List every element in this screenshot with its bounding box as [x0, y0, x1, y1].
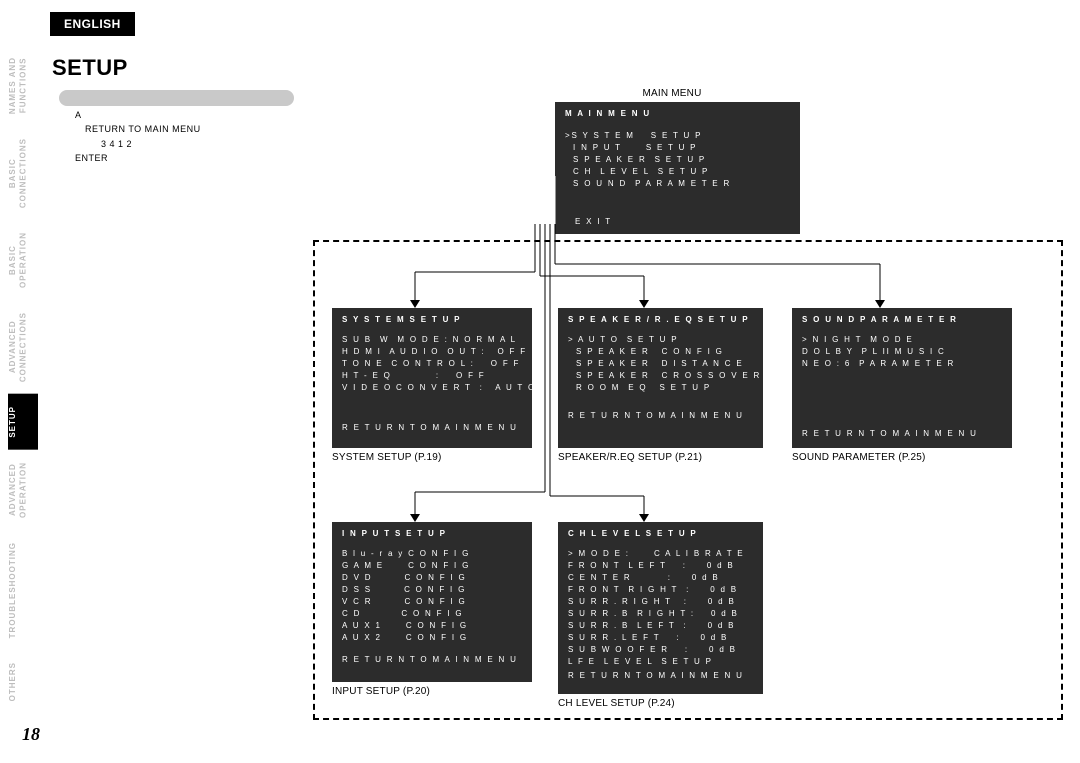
- panel-line: N E O : 6 P A R A M E T E R: [802, 358, 1002, 370]
- speaker-setup-panel: S P E A K E R / R . E Q S E T U P > A U T…: [558, 308, 763, 448]
- section-title: SETUP: [52, 55, 128, 81]
- panel-footer: R E T U R N T O M A I N M E N U: [802, 428, 1002, 440]
- panel-line: S U R R . B L E F T : 0 d B: [568, 620, 753, 632]
- panel-line: > M O D E : C A L I B R A T E: [568, 548, 753, 560]
- intro-text: A RETURN TO MAIN MENU 3 4 1 2 ENTER: [75, 108, 201, 166]
- panel-line: F R O N T L E F T : 0 d B: [568, 560, 753, 572]
- panel-line: F R O N T R I G H T : 0 d B: [568, 584, 753, 596]
- sidebar-item[interactable]: ADVANCED OPERATION: [8, 450, 38, 530]
- page-number: 18: [22, 724, 40, 745]
- intro-line: A: [75, 108, 201, 122]
- ch-level-setup-panel: C H L E V E L S E T U P > M O D E : C A L…: [558, 522, 763, 694]
- panel-footer: R E T U R N T O M A I N M E N U: [568, 670, 753, 682]
- menu-item[interactable]: S O U N D P A R A M E T E R: [565, 178, 790, 190]
- panel-line: S P E A K E R C O N F I G: [568, 346, 753, 358]
- ch-level-setup-caption: CH LEVEL SETUP (P.24): [558, 698, 675, 709]
- panel-title: S Y S T E M S E T U P: [342, 314, 522, 326]
- panel-line: C D C O N F I G: [342, 608, 522, 620]
- panel-line: G A M E C O N F I G: [342, 560, 522, 572]
- menu-item[interactable]: I N P U T S E T U P: [565, 142, 790, 154]
- sound-parameter-caption: SOUND PARAMETER (P.25): [792, 452, 926, 463]
- section-pill: [59, 90, 294, 106]
- panel-line: V C R C O N F I G: [342, 596, 522, 608]
- sidebar-item[interactable]: BASIC OPERATION: [8, 220, 38, 300]
- sidebar-item[interactable]: NAMES AND FUNCTIONS: [8, 45, 38, 126]
- intro-line: ENTER: [75, 151, 201, 165]
- panel-line: D V D C O N F I G: [342, 572, 522, 584]
- panel-exit: E X I T: [575, 216, 790, 228]
- system-setup-panel: S Y S T E M S E T U P S U B W M O D E : N…: [332, 308, 532, 448]
- intro-line: 3 4 1 2: [101, 137, 201, 151]
- panel-line: C E N T E R : 0 d B: [568, 572, 753, 584]
- panel-footer: R E T U R N T O M A I N M E N U: [342, 654, 522, 666]
- panel-title: C H L E V E L S E T U P: [568, 528, 753, 540]
- panel-line: S U B W O O F E R : 0 d B: [568, 644, 753, 656]
- panel-line: H D M I A U D I O O U T : O F F: [342, 346, 522, 358]
- panel-footer: R E T U R N T O M A I N M E N U: [342, 422, 522, 434]
- panel-line: A U X 1 C O N F I G: [342, 620, 522, 632]
- panel-line: > N I G H T M O D E: [802, 334, 1002, 346]
- panel-line: S P E A K E R D I S T A N C E: [568, 358, 753, 370]
- panel-line: T O N E C O N T R O L : O F F: [342, 358, 522, 370]
- main-menu-caption: MAIN MENU: [643, 88, 702, 99]
- panel-line: R O O M E Q S E T U P: [568, 382, 753, 394]
- sound-parameter-panel: S O U N D P A R A M E T E R > N I G H T M…: [792, 308, 1012, 448]
- input-setup-panel: I N P U T S E T U P B l u - r a y C O N F…: [332, 522, 532, 682]
- panel-line: D S S C O N F I G: [342, 584, 522, 596]
- panel-line: A U X 2 C O N F I G: [342, 632, 522, 644]
- language-tab: ENGLISH: [50, 12, 135, 36]
- sidebar-item[interactable]: ADVANCED CONNECTIONS: [8, 300, 38, 394]
- panel-title: S O U N D P A R A M E T E R: [802, 314, 1002, 326]
- panel-title: M A I N M E N U: [565, 108, 790, 120]
- panel-line: > A U T O S E T U P: [568, 334, 753, 346]
- input-setup-caption: INPUT SETUP (P.20): [332, 686, 430, 697]
- menu-item[interactable]: S P E A K E R S E T U P: [565, 154, 790, 166]
- sidebar-item[interactable]: SETUP: [8, 394, 38, 450]
- sidebar-item[interactable]: OTHERS: [8, 650, 38, 713]
- panel-line: S U B W M O D E : N O R M A L: [342, 334, 522, 346]
- panel-line: S P E A K E R C R O S S O V E R: [568, 370, 753, 382]
- menu-item[interactable]: >S Y S T E M S E T U P: [565, 130, 790, 142]
- panel-line: H T - E Q : O F F: [342, 370, 522, 382]
- panel-line: S U R R . B R I G H T : 0 d B: [568, 608, 753, 620]
- section-header: SETUP: [52, 55, 128, 81]
- system-setup-caption: SYSTEM SETUP (P.19): [332, 452, 442, 463]
- main-menu-panel: M A I N M E N U >S Y S T E M S E T U P I…: [555, 102, 800, 234]
- sidebar-item[interactable]: BASIC CONNECTIONS: [8, 126, 38, 220]
- intro-line: RETURN TO MAIN MENU: [85, 122, 201, 136]
- panel-line: L F E L E V E L S E T U P: [568, 656, 753, 668]
- panel-line: B l u - r a y C O N F I G: [342, 548, 522, 560]
- menu-item[interactable]: C H L E V E L S E T U P: [565, 166, 790, 178]
- panel-footer: R E T U R N T O M A I N M E N U: [568, 410, 753, 422]
- panel-line: S U R R . R I G H T : 0 d B: [568, 596, 753, 608]
- panel-line: V I D E O C O N V E R T : A U T O: [342, 382, 522, 394]
- sidebar: NAMES AND FUNCTIONSBASIC CONNECTIONSBASI…: [8, 45, 38, 715]
- panel-line: S U R R . L E F T : 0 d B: [568, 632, 753, 644]
- speaker-setup-caption: SPEAKER/R.EQ SETUP (P.21): [558, 452, 702, 463]
- panel-line: D O L B Y P L II M U S I C: [802, 346, 1002, 358]
- panel-title: S P E A K E R / R . E Q S E T U P: [568, 314, 753, 326]
- sidebar-item[interactable]: TROUBLESHOOTING: [8, 530, 38, 650]
- panel-title: I N P U T S E T U P: [342, 528, 522, 540]
